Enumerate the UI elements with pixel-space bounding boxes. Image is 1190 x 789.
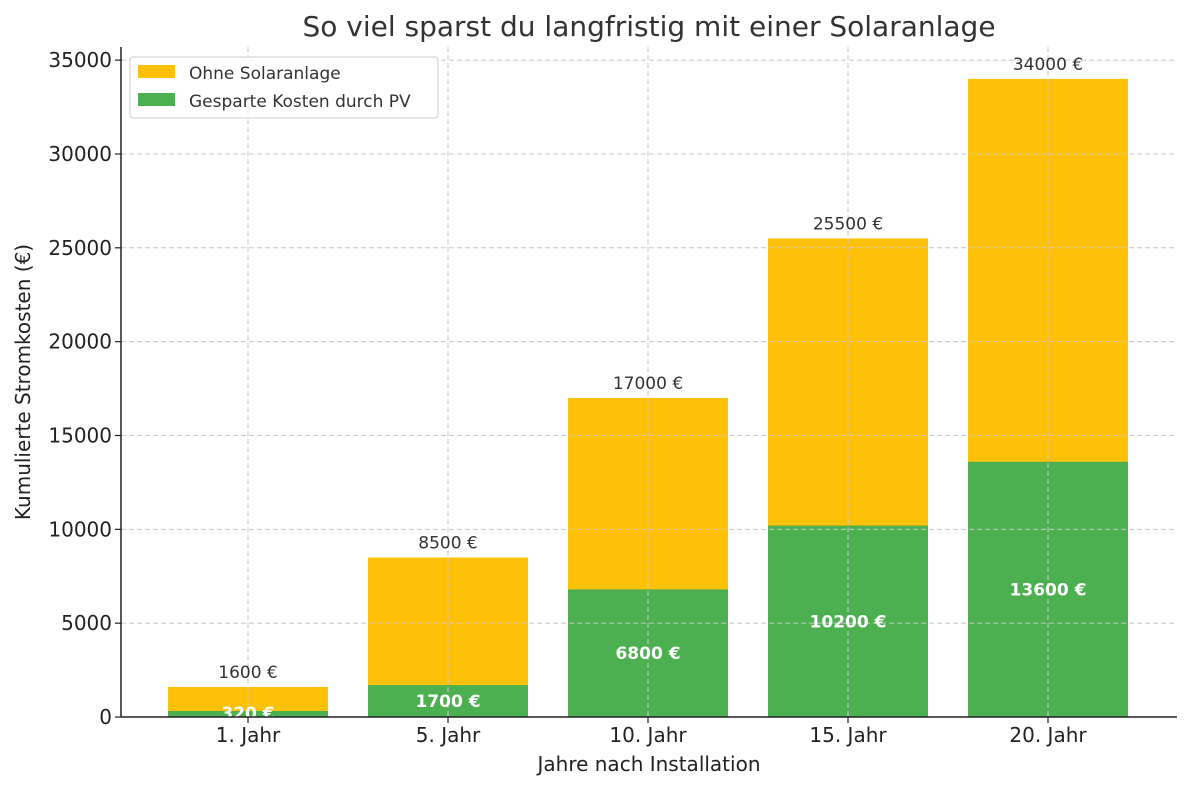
x-tick-label: 20. Jahr [1009,723,1087,747]
x-tick-label: 15. Jahr [809,723,887,747]
legend-swatch-ohne-solaranlage [138,65,175,78]
y-tick-label: 15000 [48,423,112,447]
bar-total-label: 34000 € [1013,55,1083,75]
bar-gesparte-kosten-4 [768,525,928,717]
bar-total-label: 1600 € [218,663,277,683]
x-axis-label: Jahre nach Installation [535,752,760,776]
legend-swatch-gesparte-kosten [138,93,175,106]
x-tick-label: 10. Jahr [609,723,687,747]
x-tick-label: 1. Jahr [216,723,281,747]
bar-total-label: 25500 € [813,214,883,234]
bar-saving-label: 320 € [221,704,274,724]
bar-total-label: 8500 € [418,533,477,553]
chart-title: So viel sparst du langfristig mit einer … [302,10,995,43]
y-tick-label: 20000 [48,330,112,354]
bar-saving-label: 6800 € [615,644,680,664]
bar-total-label: 17000 € [613,374,683,394]
y-tick-label: 0 [99,705,112,729]
bar-saving-label: 1700 € [415,692,480,712]
legend: Ohne Solaranlage Gesparte Kosten durch P… [129,56,439,119]
y-tick-label: 35000 [48,48,112,72]
legend-label-ohne-solaranlage: Ohne Solaranlage [189,64,341,84]
y-tick-label: 5000 [61,611,112,635]
x-tick-label: 5. Jahr [416,723,481,747]
legend-label-gesparte-kosten: Gesparte Kosten durch PV [189,92,411,112]
y-tick-label: 25000 [48,236,112,260]
y-tick-label: 10000 [48,517,112,541]
bar-saving-label: 10200 € [810,612,887,632]
y-axis-label: Kumulierte Stromkosten (€) [11,244,35,520]
bar-saving-label: 13600 € [1010,580,1087,600]
y-tick-label: 30000 [48,142,112,166]
